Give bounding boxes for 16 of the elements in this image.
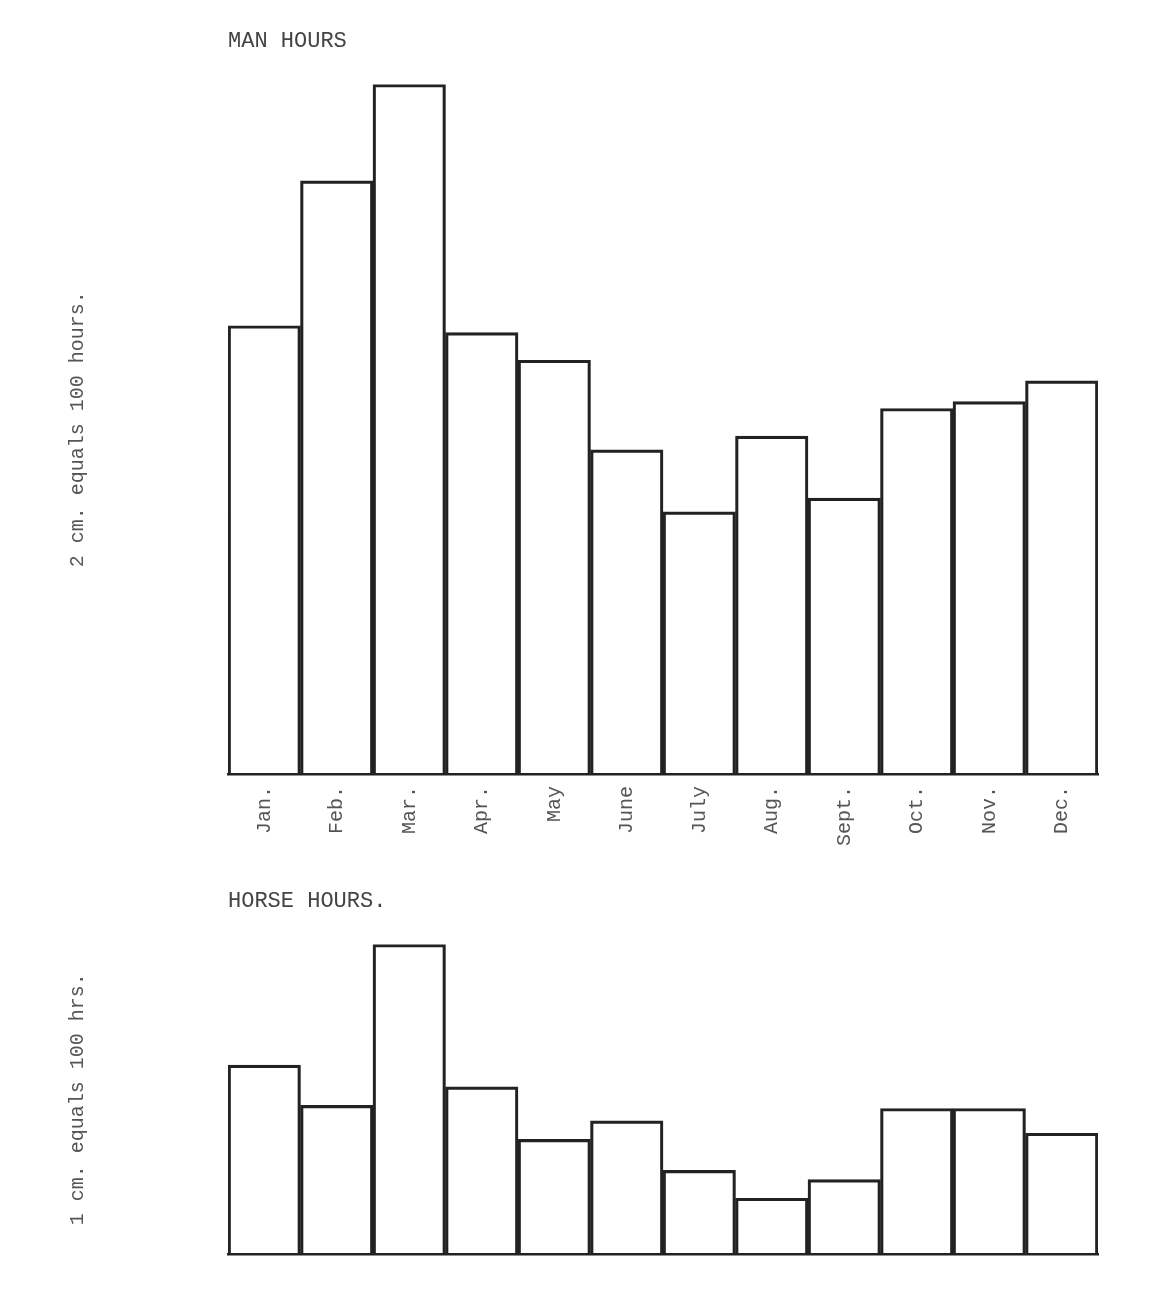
x-tick-label: Sept. [832,785,856,847]
x-tick-label: Dec. [1050,785,1074,835]
chart-title: MAN HOURS [228,29,347,55]
x-tick-label: Feb. [325,785,349,835]
text: 1 cm. equals 100 hrs. [66,973,90,1226]
x-tick-label: Aug. [760,785,784,835]
text: 2 cm. equals 100 hours. [66,291,90,568]
x-tick-label: May [542,785,566,823]
x-tick-label: Nov. [977,785,1001,835]
x-tick-label: July [687,785,711,835]
chart-title: HORSE HOURS. [228,889,387,915]
x-tick-label: Apr. [470,785,494,835]
x-tick-label: Jan. [252,785,276,835]
x-tick-label: Oct. [905,785,929,835]
x-tick-label: Mar. [397,785,421,835]
x-tick-label: June [615,785,639,835]
